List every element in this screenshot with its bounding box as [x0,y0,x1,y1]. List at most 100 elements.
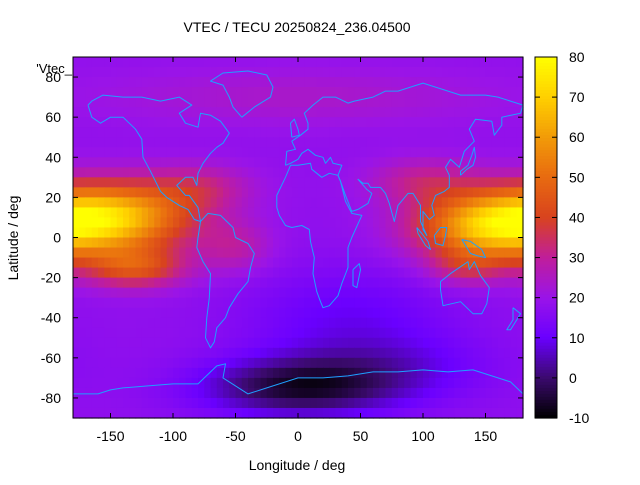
heatmap-cell [129,307,137,319]
heatmap-cell [373,87,380,98]
heatmap-cell [116,67,124,78]
heatmap-cell [354,97,362,108]
heatmap-cell [241,277,249,289]
heatmap-cell [304,167,312,178]
heatmap-cell [198,87,205,98]
heatmap-cell [360,77,368,88]
heatmap-cell [241,307,249,319]
heatmap-cell [491,107,499,118]
heatmap-cell [223,77,230,88]
heatmap-cell [179,277,187,289]
heatmap-cell [210,107,218,118]
heatmap-cell [379,207,387,219]
heatmap-cell [485,57,493,68]
heatmap-cell [279,267,287,279]
colorbar-segment [535,354,557,359]
heatmap-cell [98,337,105,349]
coastline-borneo [433,227,448,246]
colorbar-segment [535,117,557,121]
heatmap-cell [416,377,424,389]
heatmap-cell [335,197,343,209]
colorbar-segment [535,390,557,395]
heatmap-cell [141,327,149,339]
colorbar-segment [535,381,557,386]
heatmap-cell [116,217,124,229]
heatmap-cell [273,267,280,279]
heatmap-cell [491,367,499,379]
heatmap-cell [191,247,199,259]
heatmap-cell [160,277,168,289]
heatmap-cell [385,57,393,68]
heatmap-cell [404,177,412,188]
heatmap-cell [223,207,230,219]
heatmap-cell [291,307,299,319]
heatmap-cell [98,297,105,309]
heatmap-cell [391,177,399,188]
heatmap-cell [348,357,355,369]
heatmap-cell [248,217,255,229]
heatmap-cell [235,227,243,239]
heatmap-cell [204,107,212,118]
heatmap-cell [373,107,380,118]
heatmap-cell [423,407,430,419]
heatmap-cell [223,277,230,289]
heatmap-cell [129,227,137,239]
heatmap-cell [291,377,299,389]
colorbar-segment [535,123,557,127]
heatmap-cell [298,297,305,309]
heatmap-cell [229,307,237,319]
heatmap-cell [423,397,430,409]
heatmap-cell [241,137,249,148]
coastline-africa [276,162,363,309]
heatmap-cell [485,157,493,168]
heatmap-cell [104,207,112,219]
heatmap-cell [379,197,387,209]
heatmap-cell [479,177,487,188]
heatmap-cell [323,97,330,108]
heatmap-cell [504,287,512,299]
heatmap-cell [216,397,224,409]
colorbar-segment [535,180,557,184]
heatmap-cell [73,387,80,399]
heatmap-cell [210,327,218,339]
heatmap-cell [254,377,262,389]
heatmap-cell [329,197,337,209]
heatmap-cell [241,247,249,259]
heatmap-cell [379,387,387,399]
heatmap-cell [398,217,405,229]
heatmap-cell [116,177,124,188]
heatmap-cell [110,227,118,239]
heatmap-cell [85,167,93,178]
heatmap-cell [210,367,218,379]
heatmap-cell [191,357,199,369]
heatmap-cell [160,237,168,249]
heatmap-cell [423,247,430,259]
heatmap-cell [204,317,212,329]
heatmap-cell [304,57,312,68]
heatmap-cell [479,187,487,198]
heatmap-cell [254,157,262,168]
heatmap-cell [241,357,249,369]
heatmap-cell [291,257,299,269]
heatmap-cell [241,287,249,299]
heatmap-cell [248,167,255,178]
heatmap-cell [435,197,443,209]
heatmap-cell [123,177,130,188]
heatmap-cell [510,207,518,219]
heatmap-cell [398,177,405,188]
coastline-north-america [87,94,230,222]
heatmap-cell [191,347,199,359]
heatmap-cell [416,57,424,68]
heatmap-cell [216,167,224,178]
heatmap-cell [498,267,505,279]
heatmap-cell [410,317,418,329]
heatmap-cell [85,397,93,409]
heatmap-cell [166,117,174,128]
heatmap-cell [298,257,305,269]
heatmap-cell [429,247,437,259]
heatmap-cell [373,277,380,289]
heatmap-cell [510,407,518,419]
heatmap-cell [379,177,387,188]
heatmap-cell [266,87,274,98]
heatmap-cell [166,87,174,98]
